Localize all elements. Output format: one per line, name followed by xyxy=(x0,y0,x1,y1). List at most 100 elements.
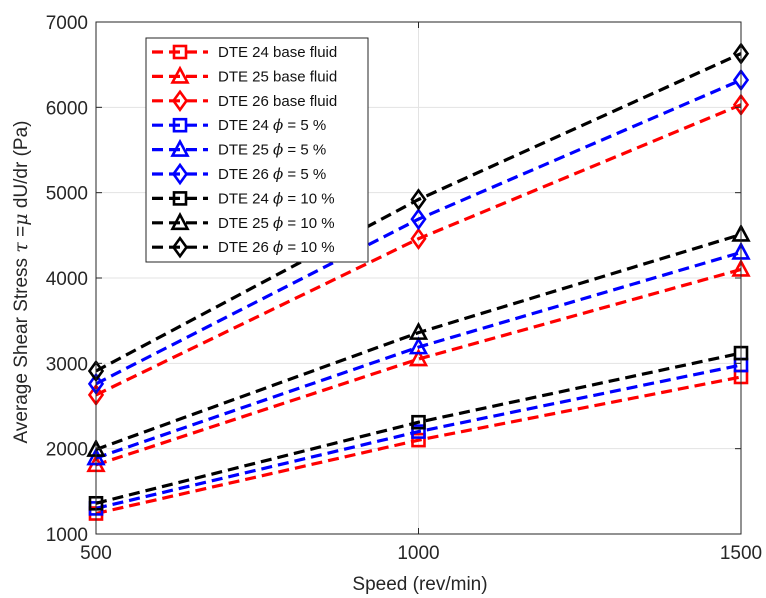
data-point xyxy=(408,348,429,367)
square-marker xyxy=(411,414,426,430)
x-tick-labels: 500 1000 1500 xyxy=(80,543,762,564)
legend-label-main: DTE 26 xyxy=(218,166,273,183)
data-point xyxy=(411,432,426,448)
triangle-marker xyxy=(408,321,429,340)
legend-entry: DTE 26 ϕ = 10 % xyxy=(152,235,335,259)
legend-label-phi: ϕ xyxy=(273,165,283,183)
legend-label: DTE 24 base fluid xyxy=(218,44,337,61)
square-marker xyxy=(172,191,188,206)
legend-label-rest: = 5 % xyxy=(283,142,326,159)
ticks xyxy=(95,21,742,535)
y-tick-label: 7000 xyxy=(46,13,88,34)
legend-entry: DTE 24 base fluid xyxy=(152,44,337,61)
data-point xyxy=(410,207,427,231)
series-line xyxy=(95,267,742,467)
square-marker xyxy=(411,432,426,448)
legend-label-main: DTE 24 xyxy=(218,190,273,207)
series-line xyxy=(95,103,742,397)
diamond-marker xyxy=(410,227,427,250)
legend: DTE 24 base fluid DTE 25 base fluid DTE 26… xyxy=(145,37,369,263)
triangle-marker xyxy=(170,212,190,231)
square-marker xyxy=(172,44,188,60)
series-line xyxy=(95,250,742,460)
y-tick-label: 5000 xyxy=(46,184,88,205)
data-point xyxy=(410,227,427,250)
series-line xyxy=(95,351,742,505)
y-tick-labels: 1000 2000 3000 4000 5000 6000 7000 xyxy=(46,13,88,546)
y-tick-label: 3000 xyxy=(46,354,88,375)
data-point xyxy=(408,336,429,355)
legend-label-main: DTE 25 xyxy=(218,142,273,159)
legend-label-main: DTE 26 base fluid xyxy=(218,93,337,110)
data-point xyxy=(411,414,426,430)
legend-label: DTE 26 ϕ = 10 % xyxy=(218,238,335,256)
x-tick-label: 1500 xyxy=(720,543,762,564)
legend-label-phi: ϕ xyxy=(273,189,283,207)
x-axis-label: Speed (rev/min) xyxy=(352,574,487,595)
legend-label-phi: ϕ xyxy=(273,214,283,232)
legend-entry: DTE 24 ϕ = 5 % xyxy=(152,116,326,134)
y-tick-label: 1000 xyxy=(46,525,88,546)
data-point xyxy=(408,321,429,340)
legend-label: DTE 25 base fluid xyxy=(218,68,337,85)
legend-entry: DTE 25 ϕ = 5 % xyxy=(152,138,326,159)
y-axis-label: Average Shear Stress τ =μ dU/dr (Pa) xyxy=(10,121,32,444)
x-tick-label: 1000 xyxy=(397,543,439,564)
legend-label: DTE 24 ϕ = 5 % xyxy=(218,116,326,134)
legend-label-rest: = 10 % xyxy=(283,239,334,256)
legend-entry: DTE 26 base fluid xyxy=(152,89,337,113)
legend-label-phi: ϕ xyxy=(273,141,283,159)
legend-label-main: DTE 25 xyxy=(218,215,273,232)
series-line xyxy=(95,232,742,452)
legend-label: DTE 25 ϕ = 10 % xyxy=(218,214,335,232)
legend-label: DTE 25 ϕ = 5 % xyxy=(218,141,326,159)
diamond-marker xyxy=(410,188,427,211)
diamond-marker xyxy=(171,89,189,113)
legend-label: DTE 26 ϕ = 5 % xyxy=(218,165,326,183)
y-tick-label: 4000 xyxy=(46,269,88,290)
series-line xyxy=(95,78,742,386)
data-point xyxy=(410,188,427,211)
diamond-marker xyxy=(171,162,189,186)
triangle-marker xyxy=(170,65,190,84)
triangle-marker xyxy=(408,348,429,367)
legend-label-phi: ϕ xyxy=(273,116,283,134)
legend-entry: DTE 24 ϕ = 10 % xyxy=(152,189,335,207)
series-group xyxy=(86,42,751,521)
y-axis-label-prefix: Average Shear Stress xyxy=(11,253,32,444)
legend-label: DTE 26 base fluid xyxy=(218,93,337,110)
legend-label-rest: = 10 % xyxy=(283,215,334,232)
data-point xyxy=(411,424,426,439)
diamond-marker xyxy=(410,207,427,231)
series-line xyxy=(95,363,742,510)
legend-entry: DTE 25 ϕ = 10 % xyxy=(152,212,335,232)
legend-entry: DTE 26 ϕ = 5 % xyxy=(152,162,326,186)
legend-label: DTE 24 ϕ = 10 % xyxy=(218,189,335,207)
series-line xyxy=(95,52,742,373)
y-axis-label-equals: = xyxy=(11,226,32,242)
legend-entry: DTE 25 base fluid xyxy=(152,65,337,85)
triangle-marker xyxy=(170,138,190,157)
legend-label-main: DTE 26 xyxy=(218,239,273,256)
legend-label-main: DTE 24 base fluid xyxy=(218,44,337,61)
legend-label-main: DTE 25 base fluid xyxy=(218,68,337,85)
legend-label-rest: = 5 % xyxy=(283,117,326,134)
diamond-marker xyxy=(171,235,189,259)
legend-label-phi: ϕ xyxy=(273,238,283,256)
legend-items: DTE 24 base fluid DTE 25 base fluid DTE 26… xyxy=(152,44,337,259)
y-axis-label-tau: τ xyxy=(10,242,32,253)
x-tick-label: 500 xyxy=(80,543,112,564)
series-line xyxy=(95,375,742,516)
legend-label-rest: = 10 % xyxy=(283,190,334,207)
legend-label-rest: = 5 % xyxy=(283,166,326,183)
square-marker xyxy=(411,424,426,439)
y-tick-label: 6000 xyxy=(46,98,88,119)
legend-label-main: DTE 24 xyxy=(218,117,273,134)
y-axis-label-suffix: dU/dr (Pa) xyxy=(11,121,32,214)
square-marker xyxy=(172,117,188,133)
triangle-marker xyxy=(408,336,429,355)
y-tick-label: 2000 xyxy=(46,440,88,461)
y-axis-label-mu: μ xyxy=(10,213,32,225)
